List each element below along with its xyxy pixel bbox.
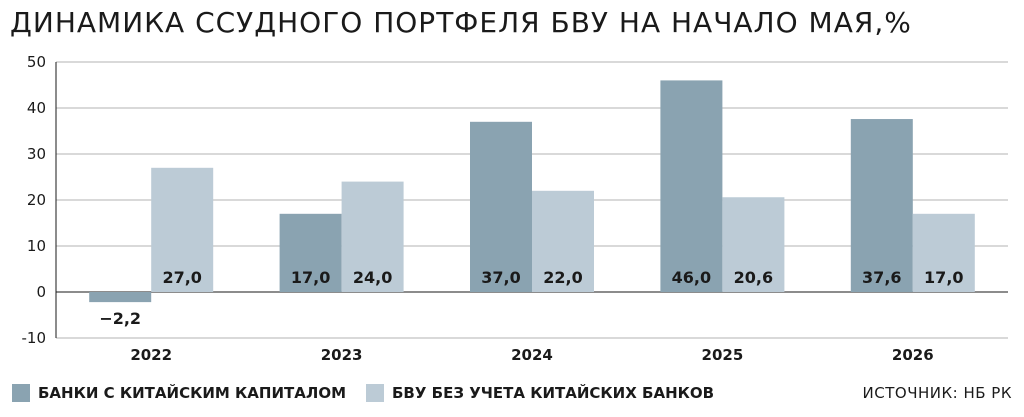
x-tick-label: 2025 <box>702 346 744 364</box>
x-tick-label: 2026 <box>892 346 934 364</box>
y-tick-label: 20 <box>27 191 46 209</box>
value-label-2023-series-1: 17,0 <box>291 268 330 287</box>
bar-2023-series-1 <box>279 213 342 292</box>
x-tick-label: 2023 <box>321 346 363 364</box>
y-tick-label: 0 <box>36 283 46 301</box>
y-tick-label: 40 <box>27 99 46 117</box>
value-label-2026-series-2: 17,0 <box>924 268 963 287</box>
value-label-2025-series-1: 46,0 <box>672 268 711 287</box>
value-label-2025-series-2: 20,6 <box>734 268 773 287</box>
value-label-2026-series-1: 37,6 <box>862 268 901 287</box>
value-label-2023-series-2: 24,0 <box>353 268 392 287</box>
legend-swatch-series-1 <box>12 384 30 402</box>
legend-item-series-1: БАНКИ С КИТАЙСКИМ КАПИТАЛОМ <box>12 384 346 402</box>
y-tick-label: 50 <box>27 53 46 71</box>
bar-2025-series-1 <box>660 80 723 293</box>
legend-swatch-series-2 <box>366 384 384 402</box>
x-axis: 2022 2023 2024 2025 2026 <box>130 346 933 364</box>
bar-2024-series-1 <box>470 121 532 292</box>
chart-title: ДИНАМИКА ССУДНОГО ПОРТФЕЛЯ БВУ НА НАЧАЛО… <box>10 6 912 39</box>
x-tick-label: 2024 <box>511 346 553 364</box>
value-label-2022-series-2: 27,0 <box>162 268 201 287</box>
y-tick-label: 10 <box>27 237 46 255</box>
value-label-2024-series-1: 37,0 <box>481 268 520 287</box>
bar-2024-series-2 <box>532 190 594 292</box>
bar-2026-series-1 <box>850 119 913 292</box>
value-label-2022-series-1: −2,2 <box>99 309 141 328</box>
y-tick-label: 30 <box>27 145 46 163</box>
bar-2022-series-1 <box>89 292 152 303</box>
bar-2023-series-2 <box>341 181 404 292</box>
y-tick-label: -10 <box>22 329 47 347</box>
legend-item-series-2: БВУ БЕЗ УЧЕТА КИТАЙСКИХ БАНКОВ <box>366 384 714 402</box>
y-axis: -10 0 10 20 30 40 50 <box>22 53 57 347</box>
bar-2022-series-2 <box>151 167 214 292</box>
value-label-2024-series-2: 22,0 <box>543 268 582 287</box>
source-note: ИСТОЧНИК: НБ РК <box>862 384 1012 402</box>
legend-label-series-2: БВУ БЕЗ УЧЕТА КИТАЙСКИХ БАНКОВ <box>392 384 715 402</box>
value-labels: −2,2 27,0 17,0 24,0 37,0 22,0 46,0 20,6 37,6 17,0 <box>99 268 963 328</box>
bar-2026-series-2 <box>912 213 975 292</box>
bar-2025-series-2 <box>722 197 785 292</box>
legend-label-series-1: БАНКИ С КИТАЙСКИМ КАПИТАЛОМ <box>38 384 346 402</box>
bar-chart: -10 0 10 20 30 40 50 −2,2 27,0 17,0 24,0 37,0 22,0 4… <box>22 53 1008 364</box>
legend: БАНКИ С КИТАЙСКИМ КАПИТАЛОМ БВУ БЕЗ УЧЕТ… <box>12 384 1012 408</box>
x-tick-label: 2022 <box>130 346 172 364</box>
bars <box>89 80 975 303</box>
